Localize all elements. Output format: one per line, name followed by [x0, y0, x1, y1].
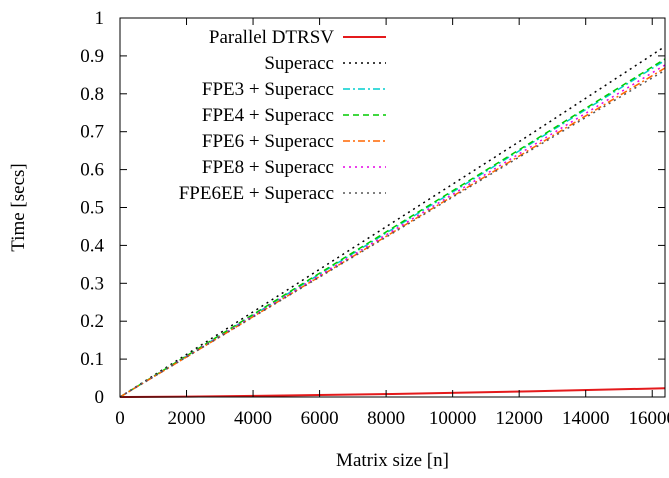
- legend-label: FPE8 + Superacc: [202, 157, 334, 178]
- legend: Parallel DTRSV Superacc FPE3 + Superacc FPE…: [179, 27, 386, 204]
- legend-label: FPE6 + Superacc: [202, 131, 334, 152]
- series-layer: [119, 45, 666, 398]
- legend-label: FPE6EE + Superacc: [179, 183, 334, 204]
- x-tick-label: 8000: [367, 408, 405, 429]
- legend-label: FPE3 + Superacc: [202, 79, 334, 100]
- plot-frame: [119, 17, 666, 398]
- y-tick-label: 0.7: [80, 122, 104, 143]
- x-tick-label: 2000: [168, 408, 206, 429]
- y-tick-label: 0.6: [80, 160, 104, 181]
- x-tick-label: 0: [115, 408, 125, 429]
- y-tick-label: 0: [95, 387, 105, 408]
- x-tick-label: 12000: [495, 408, 543, 429]
- y-tick-label: 0.3: [80, 273, 104, 294]
- series-line-0: [119, 387, 666, 398]
- x-tick-label: 10000: [429, 408, 477, 429]
- series-line-3: [119, 58, 666, 398]
- legend-label: Parallel DTRSV: [209, 27, 334, 48]
- x-axis-title: Matrix size [n]: [336, 450, 449, 471]
- legend-label: Superacc: [264, 53, 334, 74]
- y-axis-title: Time [secs]: [8, 163, 29, 252]
- x-tick-label: 14000: [562, 408, 610, 429]
- y-tick-label: 0.9: [80, 46, 104, 67]
- y-tick-label: 0.4: [80, 235, 104, 256]
- x-tick-label: 4000: [234, 408, 272, 429]
- y-tick-label: 1: [95, 8, 105, 29]
- y-tick-label: 0.8: [80, 84, 104, 105]
- x-tick-label: 6000: [301, 408, 339, 429]
- series-line-6: [119, 69, 666, 398]
- y-tick-label: 0.5: [80, 198, 104, 219]
- series-line-1: [119, 45, 666, 398]
- legend-label: FPE4 + Superacc: [202, 105, 334, 126]
- y-tick-label: 0.1: [80, 349, 104, 370]
- y-tick-label: 0.2: [80, 311, 104, 332]
